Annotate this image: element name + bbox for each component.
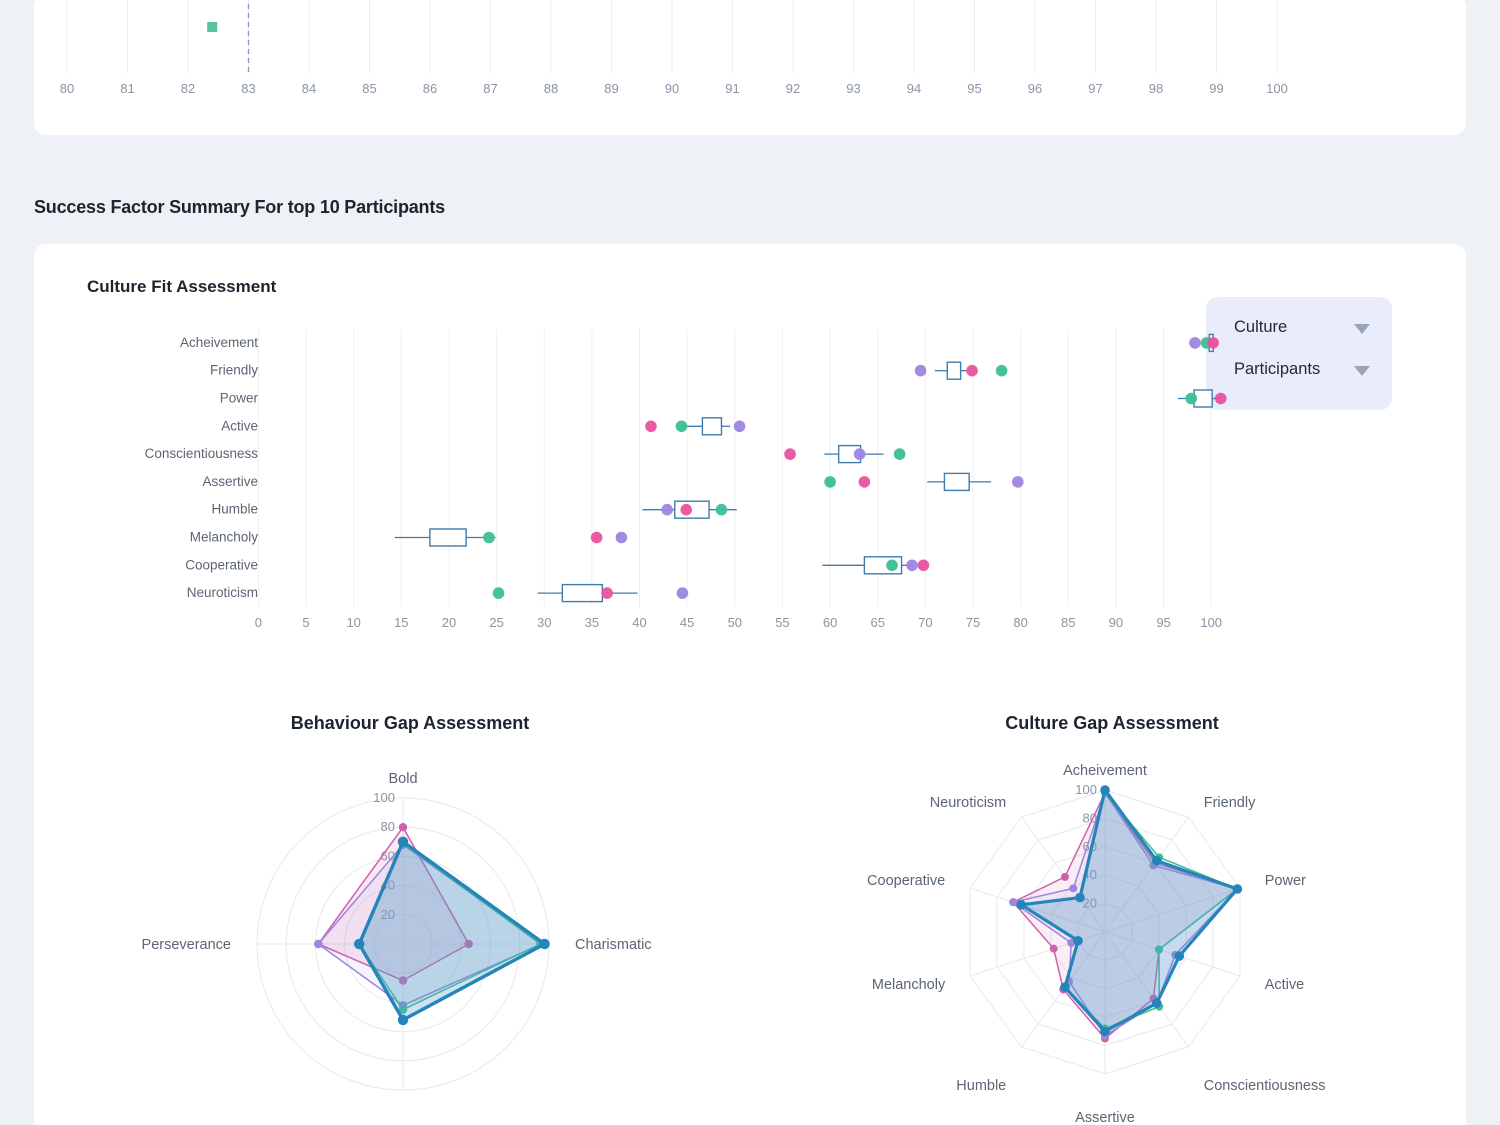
svg-text:Charismatic: Charismatic: [575, 937, 652, 953]
svg-text:100: 100: [1075, 782, 1097, 797]
svg-text:95: 95: [967, 81, 981, 96]
svg-text:99: 99: [1209, 81, 1223, 96]
svg-text:82: 82: [181, 81, 195, 96]
svg-text:93: 93: [846, 81, 860, 96]
svg-text:Assertive: Assertive: [1075, 1110, 1135, 1125]
svg-text:90: 90: [665, 81, 679, 96]
svg-text:Bold: Bold: [388, 771, 417, 787]
svg-text:Cooperative: Cooperative: [867, 873, 945, 889]
svg-text:91: 91: [725, 81, 739, 96]
svg-text:94: 94: [907, 81, 921, 96]
svg-text:86: 86: [423, 81, 437, 96]
svg-text:Humble: Humble: [956, 1078, 1006, 1094]
svg-text:100: 100: [373, 790, 395, 805]
svg-text:88: 88: [544, 81, 558, 96]
svg-text:Acheivement: Acheivement: [1063, 763, 1147, 779]
svg-text:85: 85: [362, 81, 376, 96]
svg-text:Friendly: Friendly: [1204, 795, 1256, 811]
svg-text:89: 89: [604, 81, 618, 96]
svg-text:100: 100: [1266, 81, 1288, 96]
svg-text:83: 83: [241, 81, 255, 96]
svg-text:80: 80: [60, 81, 74, 96]
svg-text:80: 80: [381, 819, 395, 834]
svg-text:92: 92: [786, 81, 800, 96]
svg-text:98: 98: [1149, 81, 1163, 96]
svg-text:Active: Active: [1265, 977, 1305, 993]
svg-text:96: 96: [1028, 81, 1042, 96]
svg-text:Melancholy: Melancholy: [872, 977, 946, 993]
svg-text:87: 87: [483, 81, 497, 96]
svg-text:Conscientiousness: Conscientiousness: [1204, 1078, 1326, 1094]
svg-text:Power: Power: [1265, 873, 1306, 889]
svg-text:97: 97: [1088, 81, 1102, 96]
svg-text:Neuroticism: Neuroticism: [930, 795, 1007, 811]
svg-text:84: 84: [302, 81, 316, 96]
svg-text:Perseverance: Perseverance: [142, 937, 231, 953]
svg-text:81: 81: [120, 81, 134, 96]
